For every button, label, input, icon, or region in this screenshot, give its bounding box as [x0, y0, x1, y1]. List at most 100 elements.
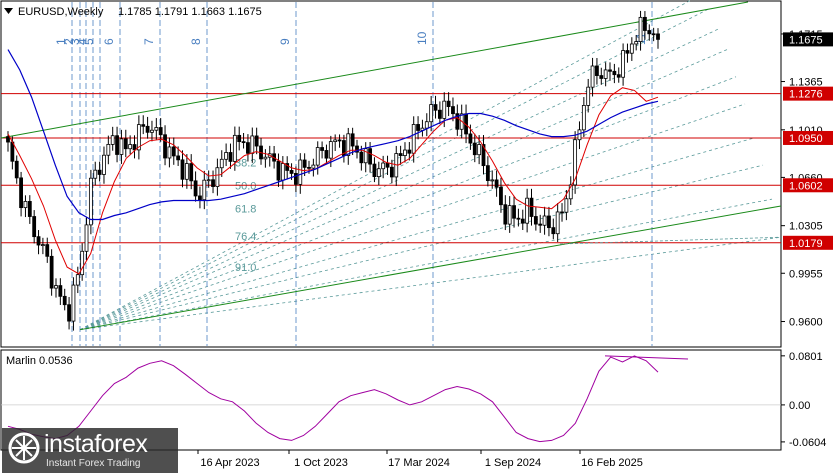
candle-body	[97, 169, 102, 175]
candle-body	[595, 65, 599, 76]
candle-body	[198, 195, 202, 201]
candle-body	[433, 104, 438, 111]
candle-body	[237, 134, 242, 143]
candle-body	[211, 179, 215, 187]
candle-body	[27, 201, 32, 217]
watermark-brand: instaforex	[44, 430, 148, 458]
candle-body	[150, 129, 154, 133]
candle-body	[228, 152, 233, 162]
marlin-peak-line	[604, 355, 689, 360]
fib-fan-ray	[79, 236, 782, 331]
candle-body	[577, 129, 582, 141]
candle-body	[294, 173, 298, 185]
candle-body	[324, 150, 329, 159]
candle-body	[10, 141, 15, 162]
candle-body	[193, 180, 198, 197]
candle-body	[359, 151, 364, 164]
candle-body	[102, 154, 106, 175]
cycle-label: 4	[75, 38, 89, 45]
candle-body	[106, 143, 111, 156]
cycle-label: 8	[189, 38, 203, 45]
candle-body	[472, 142, 477, 156]
candle-body	[621, 50, 626, 78]
candle-body	[525, 197, 530, 224]
candle-body	[389, 166, 394, 178]
candle-body	[202, 179, 207, 201]
candle-body	[581, 105, 586, 131]
candle-body	[189, 163, 194, 182]
candle-body	[346, 133, 351, 156]
candle-body	[490, 179, 495, 182]
candle-body	[616, 74, 621, 78]
candle-body	[560, 211, 564, 214]
fib-fan: 38.2 50.0 61.8 76.4 91.0	[79, 0, 782, 331]
channel-upper	[0, 1, 749, 139]
cycle-label: 10	[415, 31, 429, 45]
osc-tick-label: 0.0801	[789, 351, 823, 363]
candle-body	[285, 163, 290, 171]
watermark: instaforex Instant Forex Trading	[2, 428, 178, 473]
candle-body	[141, 124, 146, 127]
candle-body	[424, 121, 429, 129]
candle-body	[136, 124, 141, 151]
candle-body	[542, 215, 547, 226]
fib-level-label: 50.0	[235, 181, 256, 193]
candle-body	[123, 138, 128, 150]
x-tick-label: 16 Feb 2025	[581, 457, 643, 469]
channel-extension	[559, 236, 782, 245]
candle-body	[381, 162, 386, 170]
candle-body	[512, 205, 516, 219]
candle-body	[372, 163, 377, 178]
candle-body	[132, 144, 137, 151]
cycle-label: 2	[62, 38, 76, 45]
candle-body	[154, 127, 159, 131]
candle-body	[516, 217, 521, 220]
level-price-label: 1.1276	[789, 89, 823, 101]
fib-level-label: 76.4	[235, 231, 256, 243]
candle-body	[158, 127, 163, 136]
candle-body	[451, 106, 455, 115]
candle-body	[276, 160, 281, 181]
candle-body	[23, 201, 28, 209]
candle-body	[446, 100, 451, 107]
y-tick-label: 0.9600	[789, 317, 823, 329]
axes: 1.17151.13651.10101.06601.03050.99550.96…	[197, 29, 833, 469]
dropdown-triangle-icon[interactable]	[4, 8, 13, 14]
level-price-box	[783, 86, 833, 101]
candle-body	[302, 159, 307, 168]
candle-body	[62, 295, 67, 306]
candle-body	[629, 43, 634, 54]
candle-body	[603, 69, 608, 79]
candle-body	[88, 177, 93, 226]
candle-body	[416, 124, 420, 131]
channel-lower	[79, 205, 782, 331]
candle-body	[219, 158, 224, 169]
candle-body	[184, 163, 189, 180]
candle-body	[215, 167, 220, 187]
candle-body	[171, 146, 176, 157]
candle-body	[503, 204, 508, 225]
candle-body	[403, 149, 407, 156]
cycle-label: 9	[278, 38, 292, 45]
watermark-tagline: Instant Forex Trading	[46, 458, 141, 469]
candle-body	[608, 69, 612, 72]
candle-body	[241, 141, 246, 144]
candle-body	[656, 33, 660, 40]
candle-body	[254, 135, 259, 147]
candle-body	[350, 133, 355, 147]
candle-body	[573, 139, 578, 186]
candle-body	[538, 223, 543, 226]
candle-body	[599, 75, 604, 79]
x-tick-label: 1 Sep 2024	[485, 457, 541, 469]
current-price-box	[783, 32, 833, 47]
cycle-label: 5	[82, 38, 96, 45]
candle-body	[468, 133, 473, 144]
candle-body	[333, 139, 338, 142]
candle-body	[442, 100, 447, 119]
y-tick-label: 0.9955	[789, 268, 823, 280]
candle-body	[110, 135, 115, 145]
candle-body	[355, 145, 359, 153]
level-price-label: 1.0602	[789, 180, 823, 192]
candle-body	[40, 244, 45, 246]
